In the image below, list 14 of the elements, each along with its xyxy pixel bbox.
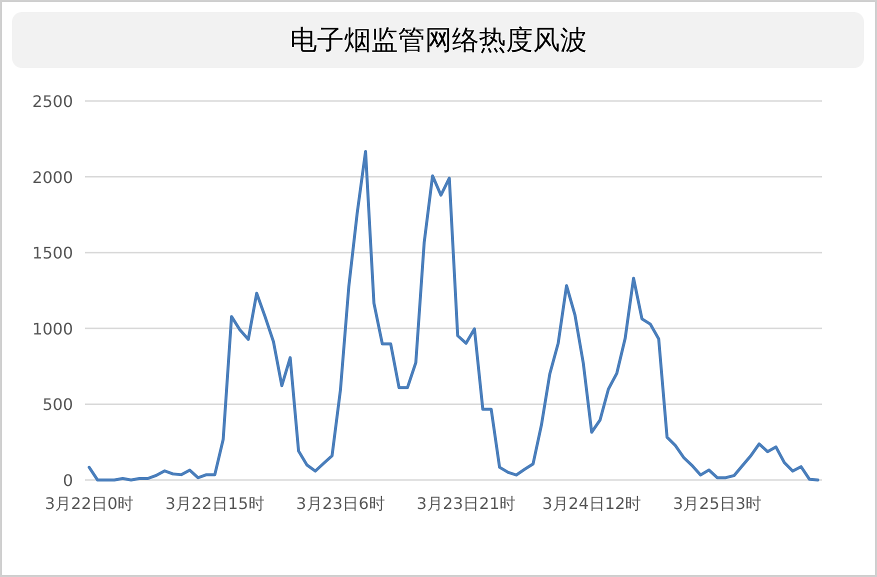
x-tick-label: 3月23日6时 [296,494,385,513]
x-tick-label: 3月23日21时 [416,494,516,513]
x-tick-label: 3月24日12时 [542,494,642,513]
x-tick-label: 3月22日0时 [44,494,134,513]
x-tick-label: 3月25日3时 [672,494,762,513]
y-tick-label: 1000 [32,319,73,338]
y-tick-label: 0 [62,471,73,490]
chart-title: 电子烟监管网络热度风波 [290,25,587,56]
x-tick-label: 3月22日15时 [165,494,264,513]
y-tick-label: 500 [42,395,73,414]
y-tick-label: 2500 [32,92,73,111]
line-series [88,150,820,482]
y-tick-label: 1500 [32,244,73,263]
y-tick-label: 2000 [32,168,73,187]
